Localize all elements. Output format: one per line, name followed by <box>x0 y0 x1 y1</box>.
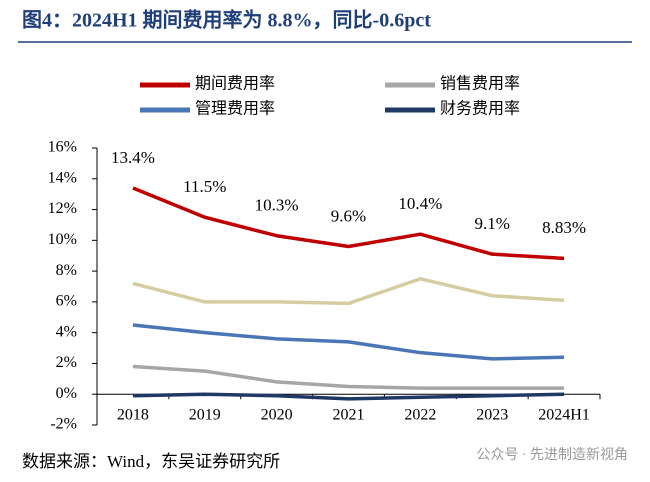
source: 数据来源：Wind，东吴证券研究所 <box>22 452 280 471</box>
legend-label: 期间费用率 <box>195 75 275 93</box>
data-label: 10.3% <box>255 196 299 215</box>
legend-label: 管理费用率 <box>195 100 275 118</box>
y-tick-label: 0% <box>56 385 77 402</box>
data-label: 11.5% <box>183 177 226 196</box>
series-line <box>132 323 565 361</box>
y-tick-label: 12% <box>48 200 77 217</box>
y-tick-label: 4% <box>56 323 77 340</box>
data-label: 8.83% <box>542 218 586 237</box>
legend-label: 财务费用率 <box>440 100 520 118</box>
y-tick-label: 16% <box>48 139 77 156</box>
y-tick-label: -2% <box>50 416 77 433</box>
legend-label: 销售费用率 <box>440 75 520 93</box>
series-line <box>132 364 565 390</box>
x-tick-label: 2021 <box>333 407 365 424</box>
series-line <box>132 186 565 261</box>
x-tick-label: 2023 <box>476 407 508 424</box>
x-tick-label: 2020 <box>261 407 293 424</box>
y-tick-label: 8% <box>56 262 77 279</box>
y-tick-label: 2% <box>56 354 77 371</box>
y-tick-label: 14% <box>48 169 77 186</box>
series-line <box>132 277 565 306</box>
x-tick-label: 2024H1 <box>538 407 590 424</box>
series-line <box>132 392 565 401</box>
y-tick-label: 6% <box>56 293 77 310</box>
data-label: 10.4% <box>398 194 442 213</box>
watermark: 公众号 · 先进制造新视角 <box>476 447 628 463</box>
chart-title: 图4：2024H1 期间费用率为 8.8%，同比-0.6pct <box>22 8 431 32</box>
y-tick-label: 10% <box>48 231 77 248</box>
data-label: 9.6% <box>331 206 366 225</box>
x-tick-label: 2019 <box>189 407 221 424</box>
x-tick-label: 2022 <box>404 407 436 424</box>
data-label: 13.4% <box>111 148 155 167</box>
data-label: 9.1% <box>475 214 510 233</box>
x-tick-label: 2018 <box>117 407 149 424</box>
